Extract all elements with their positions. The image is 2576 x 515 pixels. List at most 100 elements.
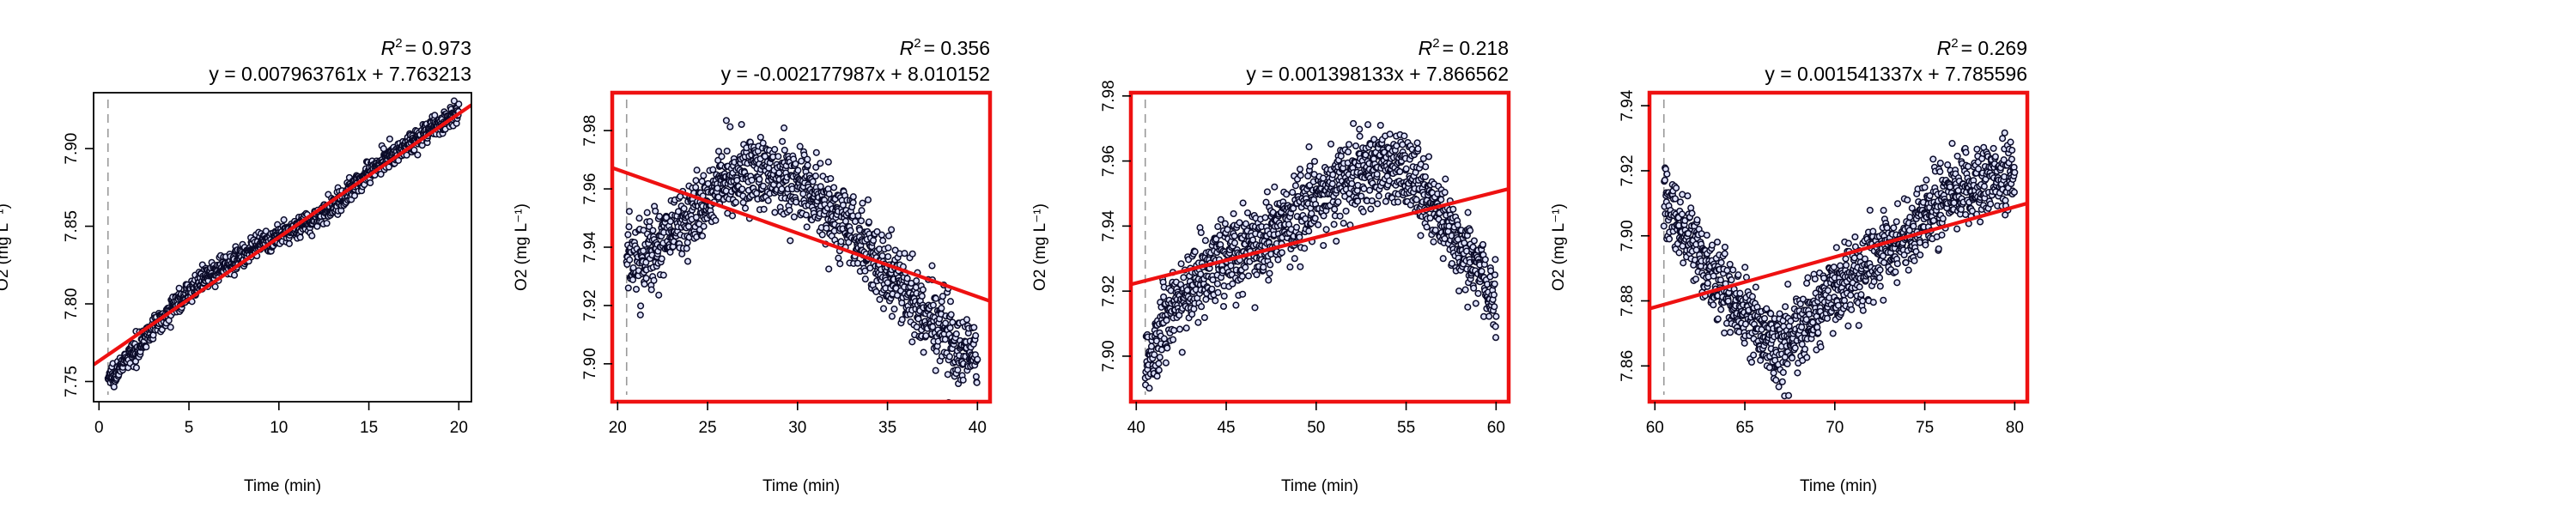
data-point [1221, 220, 1229, 227]
data-point [1190, 305, 1198, 312]
data-point [2008, 155, 2015, 163]
data-point [1200, 313, 1208, 322]
data-point [901, 250, 908, 258]
data-point [1155, 367, 1163, 374]
data-point [1156, 354, 1163, 361]
data-point [1953, 225, 1961, 233]
data-point [692, 184, 700, 191]
data-point [1728, 276, 1735, 284]
data-point [1675, 249, 1683, 257]
data-point [1263, 188, 1271, 196]
y-tick-label: 7.80 [63, 288, 81, 320]
data-point [662, 214, 671, 221]
data-point [823, 224, 830, 232]
y-tick-label: 7.85 [63, 210, 81, 242]
plot-area [1649, 100, 2027, 400]
data-point [175, 284, 183, 292]
x-tick-label: 20 [609, 419, 627, 437]
r-squared-annotation: R2 = 0.973 [381, 36, 471, 59]
data-point [1817, 343, 1825, 351]
r-squared-symbol: R [1419, 37, 1433, 59]
data-point [1767, 310, 1775, 318]
data-point [817, 160, 824, 167]
data-point [1713, 238, 1722, 246]
data-point [626, 256, 634, 264]
data-point [1437, 196, 1445, 203]
data-point [1311, 215, 1319, 222]
data-point [945, 353, 953, 360]
data-point [1197, 270, 1205, 278]
data-point [781, 124, 788, 132]
data-point [1198, 303, 1206, 311]
data-point [970, 324, 978, 331]
data-point [1948, 140, 1956, 148]
data-point [637, 302, 645, 310]
plot-frame [1647, 90, 2030, 404]
data-point [718, 153, 726, 161]
data-point [1219, 302, 1228, 311]
data-point [946, 324, 954, 332]
plot-area [94, 97, 471, 395]
regression-line [612, 166, 990, 303]
regression-equation: y = 0.007963761x + 7.763213 [209, 63, 471, 85]
data-point [1708, 241, 1716, 249]
data-point [698, 232, 707, 239]
data-point [1779, 368, 1787, 376]
data-point [1735, 271, 1742, 279]
data-point [1315, 221, 1322, 228]
data-point [1191, 248, 1199, 256]
data-point [756, 175, 763, 183]
data-point [680, 204, 688, 213]
data-point [952, 330, 960, 338]
data-points [104, 97, 463, 391]
data-point [1717, 258, 1725, 266]
data-point [1946, 183, 1954, 191]
data-point [1962, 148, 1970, 156]
data-point [1820, 274, 1828, 282]
data-point [891, 246, 899, 254]
data-point [847, 227, 854, 234]
data-point [1926, 191, 1934, 200]
data-point [1421, 173, 1429, 181]
data-point [1214, 288, 1222, 296]
data-point [1880, 296, 1887, 304]
data-point [414, 151, 422, 159]
data-point [1492, 323, 1499, 330]
data-point [1752, 283, 1759, 291]
data-point [1911, 257, 1918, 264]
data-point [728, 212, 737, 220]
data-point [779, 137, 787, 145]
data-point [1673, 184, 1680, 192]
data-point [1660, 222, 1668, 230]
data-point [1844, 239, 1852, 247]
data-point [825, 265, 833, 273]
data-point [1900, 251, 1908, 259]
data-point [1721, 329, 1728, 336]
y-tick-label: 7.92 [1100, 276, 1118, 307]
data-point [1265, 276, 1273, 284]
data-point [659, 271, 667, 279]
y-axis-label: O2 (mg L⁻¹) [0, 203, 12, 291]
data-point [726, 123, 734, 130]
data-point [1163, 317, 1170, 324]
data-point [1177, 260, 1185, 268]
r-squared-value: = 0.973 [405, 37, 471, 59]
data-point [972, 373, 980, 380]
data-point [1382, 197, 1389, 205]
data-point [1220, 292, 1228, 300]
data-point [1809, 318, 1817, 326]
data-point [167, 324, 174, 331]
data-point [928, 262, 936, 270]
data-point [1491, 303, 1498, 311]
data-point [1455, 287, 1463, 295]
data-point [1665, 235, 1674, 243]
data-point [1491, 271, 1499, 279]
data-point [1163, 344, 1171, 352]
data-point [1794, 369, 1801, 377]
data-point [1283, 191, 1291, 198]
data-point [1301, 245, 1309, 252]
data-point [884, 244, 892, 251]
r-squared-superscript: 2 [1432, 36, 1439, 51]
